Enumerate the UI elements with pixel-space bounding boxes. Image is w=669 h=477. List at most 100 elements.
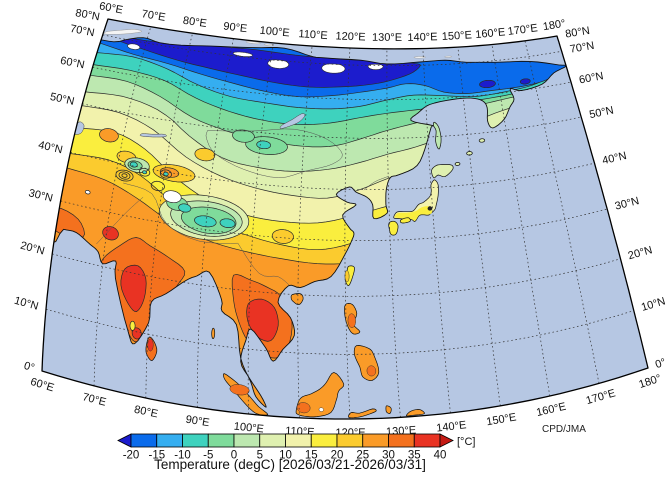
island xyxy=(478,138,486,143)
arctic-ice-layer xyxy=(103,29,453,59)
colorbar-tick-label: 40 xyxy=(434,450,447,462)
colorbar-segment xyxy=(182,433,209,448)
colorbar-unit-label: [°C] xyxy=(457,436,475,448)
island xyxy=(466,151,473,156)
colorbar-below-arrow xyxy=(117,433,132,448)
temperature-anomaly xyxy=(162,190,182,204)
island xyxy=(432,121,442,150)
colorbar-segment xyxy=(336,433,364,448)
lake xyxy=(139,133,167,138)
colorbar-segment xyxy=(388,433,415,448)
colorbar-segment xyxy=(285,433,312,448)
island-anomaly xyxy=(147,338,154,352)
island xyxy=(348,408,377,419)
country-border xyxy=(96,197,144,245)
axis-label: 80°N xyxy=(74,7,100,23)
graticule-meridian xyxy=(524,40,600,384)
graticule-parallel xyxy=(70,152,595,190)
colorbar-tick-label: 5 xyxy=(257,450,263,462)
island-anomaly xyxy=(296,402,311,414)
mountain-contour-ring xyxy=(139,168,151,177)
map-frame xyxy=(41,18,649,420)
axis-label: 110°E xyxy=(298,28,328,42)
colorbar-tick-label: -10 xyxy=(174,450,191,462)
graticule-parallel xyxy=(82,103,582,139)
axis-label: 130°E xyxy=(372,32,402,44)
arctic-island xyxy=(413,56,426,59)
axis-label: 150°E xyxy=(486,411,518,428)
colorbar-segment xyxy=(310,433,338,448)
axis-label: 40°N xyxy=(37,139,64,156)
temperature-anomaly xyxy=(120,264,147,312)
contour-line xyxy=(99,42,567,98)
axis-label: 160°E xyxy=(475,26,506,41)
graticule-meridian xyxy=(344,47,351,419)
island-anomaly xyxy=(366,365,377,377)
axis-label: 40°N xyxy=(601,150,628,167)
axis-label: 90°E xyxy=(223,20,248,35)
island xyxy=(385,405,392,414)
temperature-anomaly xyxy=(271,229,294,244)
graticule-meridian xyxy=(145,33,193,399)
lake xyxy=(279,113,306,129)
map-border-layer xyxy=(41,18,649,420)
arctic-island xyxy=(444,55,453,58)
graticule-parallel xyxy=(52,253,621,297)
graticule-parallel xyxy=(92,66,572,101)
country-border xyxy=(205,128,343,178)
axis-label: 170°E xyxy=(507,22,538,38)
temperature-anomaly xyxy=(219,218,236,228)
mountain-contour-ring xyxy=(159,169,172,179)
cold-core-spot xyxy=(267,59,289,69)
colorbar-segment xyxy=(130,433,158,448)
axis-label: 20°N xyxy=(19,240,46,258)
temperature-anomaly xyxy=(232,129,255,143)
island xyxy=(454,162,461,166)
axis-label: 10°N xyxy=(640,295,667,314)
colorbar-tick-label: 15 xyxy=(305,450,318,462)
island-anomaly xyxy=(347,313,356,328)
contour-line xyxy=(90,74,567,148)
temperature-anomaly xyxy=(246,298,279,342)
temperature-anomaly xyxy=(256,140,271,150)
axis-label: 60°N xyxy=(59,55,86,72)
colorbar-tick-label: 0 xyxy=(231,450,237,462)
axis-label: 80°E xyxy=(133,404,159,421)
mountain-contour-ring xyxy=(115,169,134,182)
axis-label: 150°E xyxy=(441,29,472,43)
temperature-anomaly xyxy=(519,78,531,85)
island xyxy=(290,293,304,306)
island xyxy=(431,164,454,179)
island xyxy=(399,217,411,224)
country-border xyxy=(363,175,390,191)
axis-label: 90°E xyxy=(185,414,211,430)
graticule-meridian xyxy=(297,45,313,418)
colorbar-tick-label: 25 xyxy=(356,450,369,462)
island-anomaly xyxy=(427,206,433,211)
graticule-meridian xyxy=(386,48,401,418)
graticule-meridian xyxy=(422,48,451,414)
axis-label: 50°N xyxy=(49,91,76,108)
colorbar-tick-label: 20 xyxy=(331,450,344,462)
temperature-anomaly xyxy=(142,170,148,175)
island xyxy=(211,327,216,339)
temperature-anomaly xyxy=(131,327,142,340)
coastline xyxy=(52,31,567,408)
axis-label: 100°E xyxy=(233,421,264,436)
temperature-anomaly xyxy=(163,171,169,177)
colorbar-tick-label: -15 xyxy=(148,450,165,462)
island xyxy=(394,206,432,221)
island-anomaly xyxy=(229,384,250,396)
temperature-anomaly xyxy=(479,79,496,89)
axis-label: 60°N xyxy=(578,70,604,86)
colorbar-segment xyxy=(413,433,441,448)
axis-label: 120°E xyxy=(335,30,366,43)
graticule-parallel xyxy=(102,34,562,67)
credit-label: CPD/JMA xyxy=(542,424,586,435)
axis-label: 60°E xyxy=(29,376,55,394)
map-title: Temperature (degC) [2026/03/21-2026/03/3… xyxy=(154,457,426,472)
axis-label: 70°N xyxy=(569,40,595,56)
graticule-meridian xyxy=(491,44,551,397)
axis-label: 170°E xyxy=(585,387,617,407)
